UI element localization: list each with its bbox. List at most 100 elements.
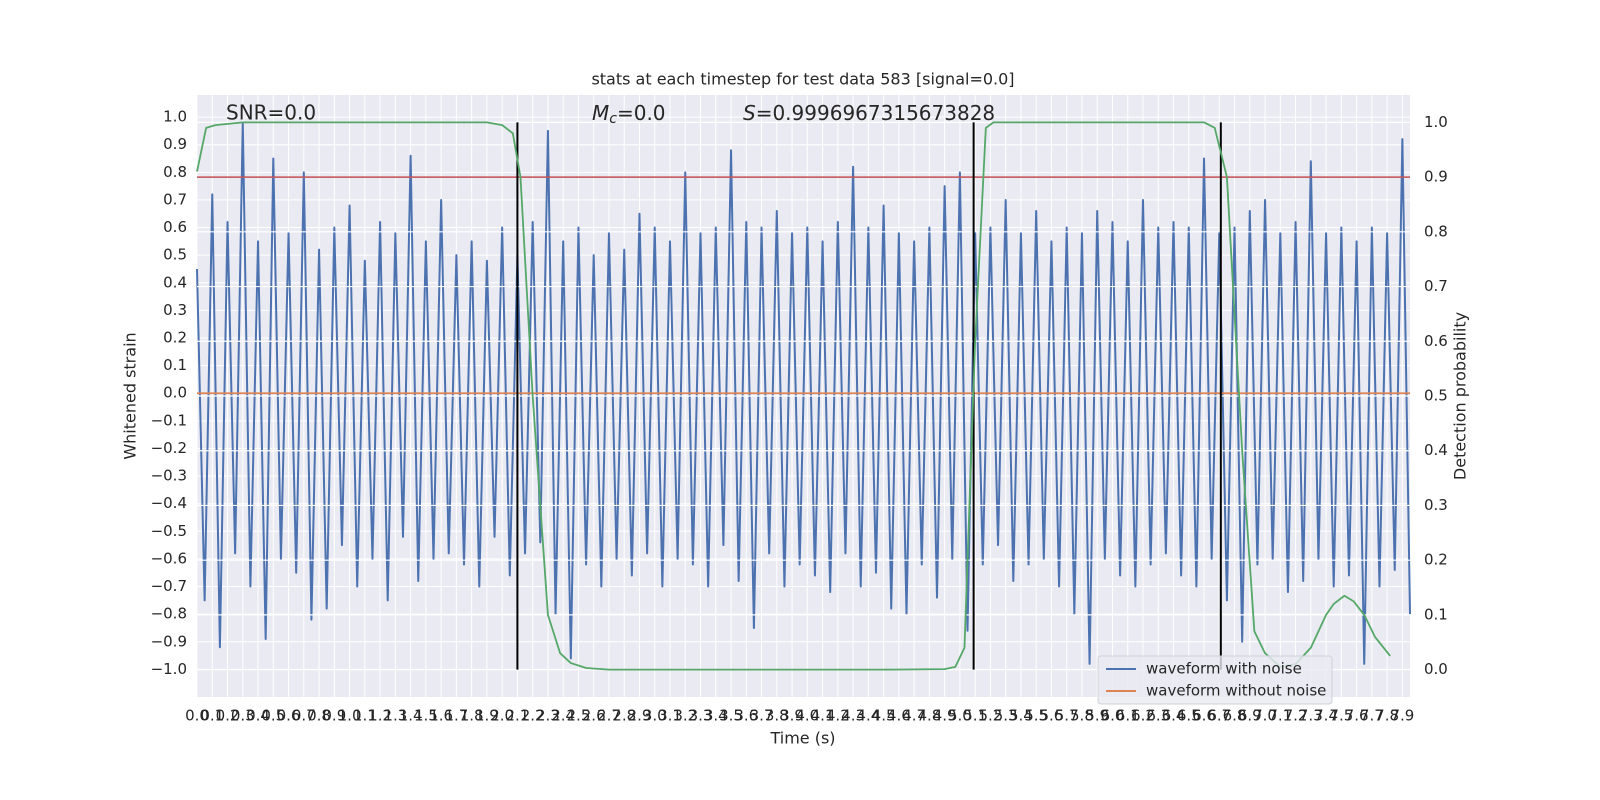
x-tick-label: 2.6 — [582, 707, 606, 725]
x-tick-label: 0.6 — [277, 707, 301, 725]
annotation-symbol: S — [743, 101, 756, 125]
x-tick-label: 3.6 — [734, 707, 758, 725]
x-tick-label: 4.0 — [795, 707, 819, 725]
y-tick-label: 0.5 — [163, 246, 187, 264]
y-tick-label: 0.4 — [163, 273, 187, 291]
x-tick-label: 1.4 — [399, 707, 423, 725]
y-tick-label: −1.0 — [151, 660, 187, 678]
x-tick-label: 2.1 — [505, 707, 529, 725]
y-tick-label: −0.7 — [151, 577, 187, 595]
x-tick-label: 7.7 — [1360, 707, 1384, 725]
y-tick-label: 0.7 — [163, 190, 187, 208]
x-axis-label: Time (s) — [769, 729, 835, 748]
x-tick-label: 7.8 — [1375, 707, 1399, 725]
y-tick-label: −0.9 — [151, 632, 187, 650]
y-tick-label: −0.2 — [151, 439, 187, 457]
x-tick-label: 4.5 — [872, 707, 896, 725]
x-tick-label: 6.9 — [1238, 707, 1262, 725]
x-tick-label: 7.2 — [1284, 707, 1308, 725]
x-tick-label: 1.3 — [383, 707, 407, 725]
legend-label: waveform with noise — [1146, 660, 1302, 678]
y2-tick-label: 0.8 — [1424, 222, 1448, 240]
y-tick-label: 0.0 — [163, 384, 187, 402]
x-tick-label: 6.1 — [1116, 707, 1140, 725]
x-tick-label: 6.8 — [1223, 707, 1247, 725]
annotation: SNR=0.0 — [226, 101, 316, 125]
x-tick-label: 7.5 — [1329, 707, 1353, 725]
y2-tick-label: 0.2 — [1424, 551, 1448, 569]
x-tick-label: 4.1 — [811, 707, 835, 725]
x-tick-label: 5.5 — [1024, 707, 1048, 725]
y2-tick-label: 0.4 — [1424, 441, 1448, 459]
x-tick-label: 3.5 — [719, 707, 743, 725]
x-tick-label: 2.4 — [551, 707, 575, 725]
x-tick-label: 5.9 — [1085, 707, 1109, 725]
x-tick-label: 7.0 — [1253, 707, 1277, 725]
y-tick-label: −0.6 — [151, 549, 187, 567]
x-tick-label: 2.5 — [567, 707, 591, 725]
x-tick-label: 5.4 — [1009, 707, 1033, 725]
x-tick-label: 4.8 — [917, 707, 941, 725]
legend: waveform with noise waveform without nois… — [1097, 655, 1333, 705]
legend-box — [1097, 655, 1333, 705]
annotation-text: =0.0 — [617, 101, 666, 125]
annotation-text: =0.9996967315673828 — [756, 101, 995, 125]
legend-label: waveform without noise — [1146, 682, 1326, 700]
x-tick-label: 1.1 — [353, 707, 377, 725]
x-tick-label: 0.8 — [307, 707, 331, 725]
x-tick-label: 5.8 — [1070, 707, 1094, 725]
y-tick-label: −0.4 — [151, 494, 187, 512]
y-tick-label: 0.6 — [163, 218, 187, 236]
x-tick-label: 6.3 — [1146, 707, 1170, 725]
annotation: S=0.9996967315673828 — [743, 101, 995, 125]
x-tick-label: 1.0 — [338, 707, 362, 725]
x-tick-label: 6.2 — [1131, 707, 1155, 725]
x-tick-label: 0.1 — [200, 707, 224, 725]
x-tick-label: 5.0 — [948, 707, 972, 725]
x-tick-label: 7.4 — [1314, 707, 1338, 725]
x-tick-label: 3.9 — [780, 707, 804, 725]
x-tick-label: 1.2 — [368, 707, 392, 725]
chart-title: stats at each timestep for test data 583… — [591, 70, 1014, 89]
x-tick-label: 4.3 — [841, 707, 865, 725]
y-tick-label: 1.0 — [163, 108, 187, 126]
x-tick-label: 7.3 — [1299, 707, 1323, 725]
x-tick-label: 1.7 — [444, 707, 468, 725]
x-tick-label: 0.5 — [261, 707, 285, 725]
y2-tick-label: 0.0 — [1424, 660, 1448, 678]
x-tick-label: 4.9 — [933, 707, 957, 725]
over-layer — [196, 121, 1410, 671]
y-tick-label: 0.2 — [163, 329, 187, 347]
x-tick-label: 2.9 — [628, 707, 652, 725]
y-tick-label: −0.8 — [151, 605, 187, 623]
y2-tick-label: 0.7 — [1424, 277, 1448, 295]
x-tick-label: 5.3 — [994, 707, 1018, 725]
x-tick-label: 5.7 — [1055, 707, 1079, 725]
y-tick-label: −0.1 — [151, 411, 187, 429]
x-tick-label: 7.9 — [1390, 707, 1414, 725]
x-tick-label: 2.8 — [612, 707, 636, 725]
y2-tick-label: 0.1 — [1424, 605, 1448, 623]
y2-tick-label: 0.3 — [1424, 496, 1448, 514]
y2-tick-label: 0.5 — [1424, 387, 1448, 405]
x-tick-label: 0.9 — [322, 707, 346, 725]
x-tick-label: 0.2 — [216, 707, 240, 725]
x-tick-label: 1.9 — [475, 707, 499, 725]
x-tick-label: 5.1 — [963, 707, 987, 725]
x-tick-label: 0.4 — [246, 707, 270, 725]
y2-tick-label: 0.9 — [1424, 168, 1448, 186]
x-tick-label: 0.0 — [185, 707, 209, 725]
x-tick-label: 4.2 — [826, 707, 850, 725]
series-line — [196, 121, 1391, 671]
x-tick-label: 4.4 — [856, 707, 880, 725]
x-tick-label: 1.6 — [429, 707, 453, 725]
x-tick-label: 5.6 — [1040, 707, 1064, 725]
y-tick-label: 0.9 — [163, 135, 187, 153]
y-axis-label: Whitened strain — [121, 332, 140, 459]
x-tick-label: 3.2 — [673, 707, 697, 725]
x-tick-label: 3.7 — [750, 707, 774, 725]
x-tick-label: 6.7 — [1207, 707, 1231, 725]
x-tick-label: 0.3 — [231, 707, 255, 725]
x-tick-label: 7.6 — [1345, 707, 1369, 725]
